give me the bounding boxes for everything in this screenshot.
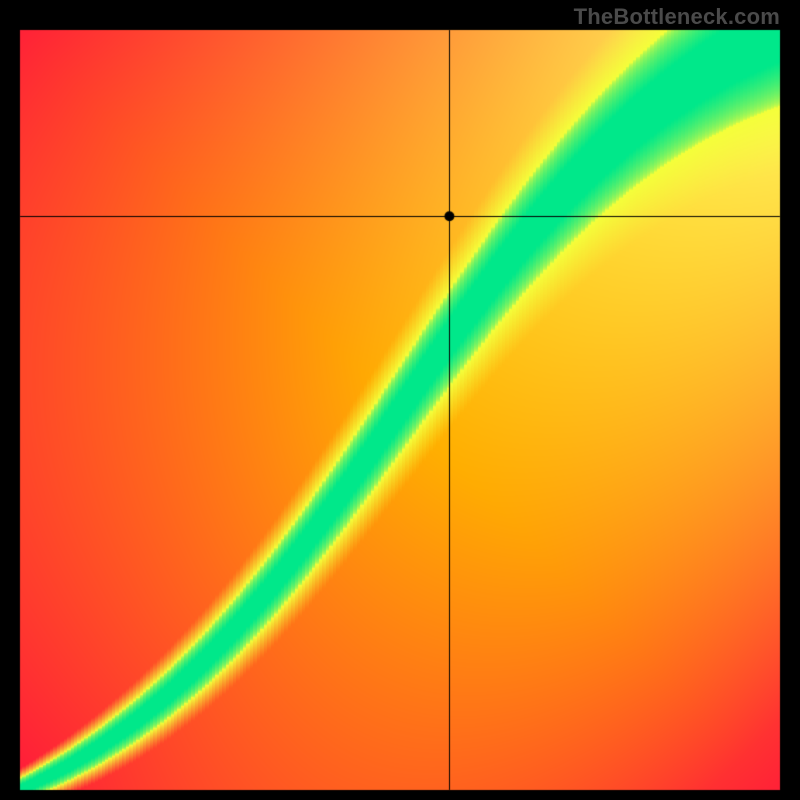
watermark-text: TheBottleneck.com xyxy=(574,4,780,30)
chart-container: TheBottleneck.com xyxy=(0,0,800,800)
overlay-canvas xyxy=(0,0,800,800)
